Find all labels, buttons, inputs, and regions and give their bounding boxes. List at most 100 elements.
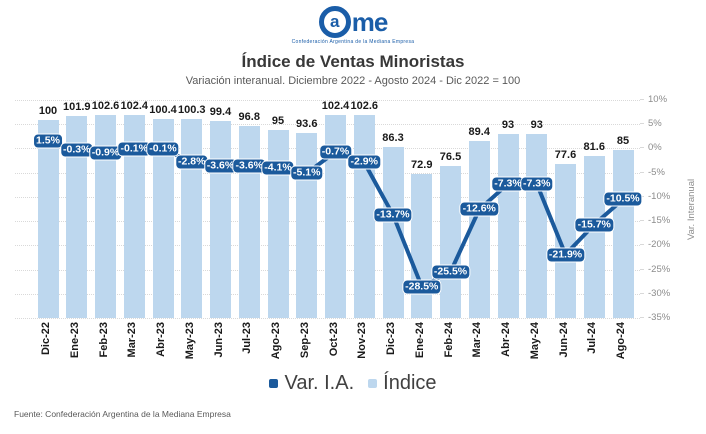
logo-c-ring-icon: a xyxy=(318,6,351,38)
index-bar xyxy=(95,114,116,318)
y-axis-tick-label: -10% xyxy=(640,191,670,202)
x-axis-label: Abr-24 xyxy=(500,322,512,357)
line-point-label: -25.5% xyxy=(430,264,471,280)
line-point-label: -0.7% xyxy=(318,144,353,160)
x-axis-label: Jun-23 xyxy=(212,322,225,358)
line-point-label: -0.9% xyxy=(88,145,123,161)
source-note: Fuente: Confederación Argentina de la Me… xyxy=(14,409,231,419)
bar-value-label: 102.4 xyxy=(321,100,350,113)
x-axis-label: Sep-23 xyxy=(298,322,311,359)
index-bar xyxy=(468,140,490,318)
index-bar xyxy=(152,119,174,318)
page-subtitle: Variación interanual. Diciembre 2022 - A… xyxy=(185,75,521,87)
right-axis-ticks: 10% 5% 0% -5% -10% -15% -20% -25% -30% -35% xyxy=(640,94,702,323)
bar-value-label: 102.6 xyxy=(91,99,120,112)
y-axis-tick-label: -5% xyxy=(640,167,665,178)
bar-value-label: 99.4 xyxy=(209,106,232,118)
y-axis-tick-label: -20% xyxy=(640,239,670,250)
line-point-label: -12.6% xyxy=(459,201,499,217)
line-point-label: -7.3% xyxy=(491,176,525,192)
bar-value-label: 76.5 xyxy=(439,151,462,164)
right-axis-title: Var. Interanual xyxy=(686,178,697,240)
index-bar xyxy=(583,156,605,318)
line-point-label: -3.6% xyxy=(203,158,238,174)
x-axis-label: Oct-23 xyxy=(327,322,340,357)
y-axis-tick-label: 0% xyxy=(640,142,662,153)
legend-label: Índice xyxy=(383,372,437,394)
y-axis-tick-label: 10% xyxy=(640,94,667,105)
x-axis-label: Ene-24 xyxy=(413,322,426,359)
header: a me Confederación Argentina de la Median… xyxy=(0,6,706,87)
y-axis-tick-label: 5% xyxy=(640,118,662,129)
page-title: Índice de Ventas Minoristas xyxy=(241,52,465,71)
index-bar xyxy=(555,164,576,318)
legend: Var. I.A. Índice xyxy=(0,372,706,395)
index-bar xyxy=(612,149,634,318)
x-axis-label: Mar-23 xyxy=(126,322,139,358)
bar-value-label: 100.4 xyxy=(149,104,177,117)
x-axis-label: Mar-24 xyxy=(471,322,484,358)
bar-value-label: 96.8 xyxy=(238,111,260,124)
x-axis-label: Ago-24 xyxy=(615,322,627,360)
bar-value-label: 100 xyxy=(38,104,58,117)
x-axis-label: Dic-23 xyxy=(385,322,397,356)
y-axis-tick-label: -35% xyxy=(640,312,670,323)
index-bar xyxy=(66,116,88,318)
x-axis-label: Feb-24 xyxy=(442,322,455,358)
legend-label: Var. I.A. xyxy=(284,372,355,394)
x-axis-label: Nov-23 xyxy=(356,322,369,359)
y-axis-tick-label: -25% xyxy=(640,264,670,275)
line-point-label: -0.1% xyxy=(117,141,151,157)
logo-letter-a: a xyxy=(329,12,340,31)
gridline xyxy=(15,100,640,101)
line-point-label: -10.5% xyxy=(603,191,643,207)
x-axis-label: Abr-23 xyxy=(155,322,167,357)
y-axis-tick-label: -30% xyxy=(640,288,670,299)
index-bar xyxy=(325,115,346,318)
index-bar xyxy=(267,129,289,318)
bar-value-label: 89.4 xyxy=(468,125,490,138)
gridline xyxy=(15,318,640,319)
came-logo: a me Confederación Argentina de la Median… xyxy=(0,6,706,45)
bar-value-label: 102.6 xyxy=(350,99,379,112)
bar-value-label: 93 xyxy=(530,118,543,131)
index-bar xyxy=(123,115,145,318)
came-logo-wordmark: a me xyxy=(0,6,706,38)
bar-value-label: 101.9 xyxy=(62,101,91,114)
line-point-label: -21.9% xyxy=(545,247,586,263)
line-point-label: -0.3% xyxy=(60,142,94,158)
line-series xyxy=(45,138,626,290)
bar-value-label: 100.3 xyxy=(177,104,206,117)
plot-area: 100 101.9 102.6 102.4 100.4 100.3 99.4 96.8 95 93… xyxy=(15,99,643,319)
index-bar xyxy=(382,146,404,318)
legend-item: Índice xyxy=(368,372,437,395)
bar-value-label: 86.3 xyxy=(382,131,404,144)
legend-swatch-icon xyxy=(269,379,279,388)
line-point-label: -4.1% xyxy=(261,160,295,176)
bar-value-label: 93 xyxy=(501,118,515,131)
index-bar xyxy=(238,126,260,318)
x-axis-label: Dic-22 xyxy=(40,322,52,356)
line-point-label: -0.1% xyxy=(146,141,180,157)
logo-tagline: Confederación Argentina de la Mediana Em… xyxy=(291,39,415,45)
x-axis-label: Ene-23 xyxy=(68,322,81,359)
x-axis-label: Ago-23 xyxy=(270,322,282,360)
x-axis-label: Feb-23 xyxy=(97,322,110,358)
legend-item: Var. I.A. xyxy=(269,372,354,395)
bar-value-label: 93.6 xyxy=(296,117,318,130)
y-axis-tick-label: -15% xyxy=(640,215,670,226)
line-point-label: 1.5% xyxy=(33,133,63,149)
line-point-label: -5.1% xyxy=(290,165,324,181)
x-axis-label: Jul-23 xyxy=(241,322,254,354)
line-point-label: -13.7% xyxy=(373,207,413,223)
bar-value-label: 77.6 xyxy=(554,149,577,162)
bar-value-label: 72.9 xyxy=(411,158,433,171)
line-point-label: -28.5% xyxy=(402,279,442,294)
line-point-label: -2.9% xyxy=(347,154,381,170)
index-bar xyxy=(440,166,461,318)
x-axis-label: May-23 xyxy=(183,322,196,360)
x-axis-label: Jul-24 xyxy=(586,322,599,354)
logo-letters-me: me xyxy=(351,6,389,37)
bar-value-label: 85 xyxy=(616,134,630,147)
line-point-label: -3.6% xyxy=(232,158,266,174)
